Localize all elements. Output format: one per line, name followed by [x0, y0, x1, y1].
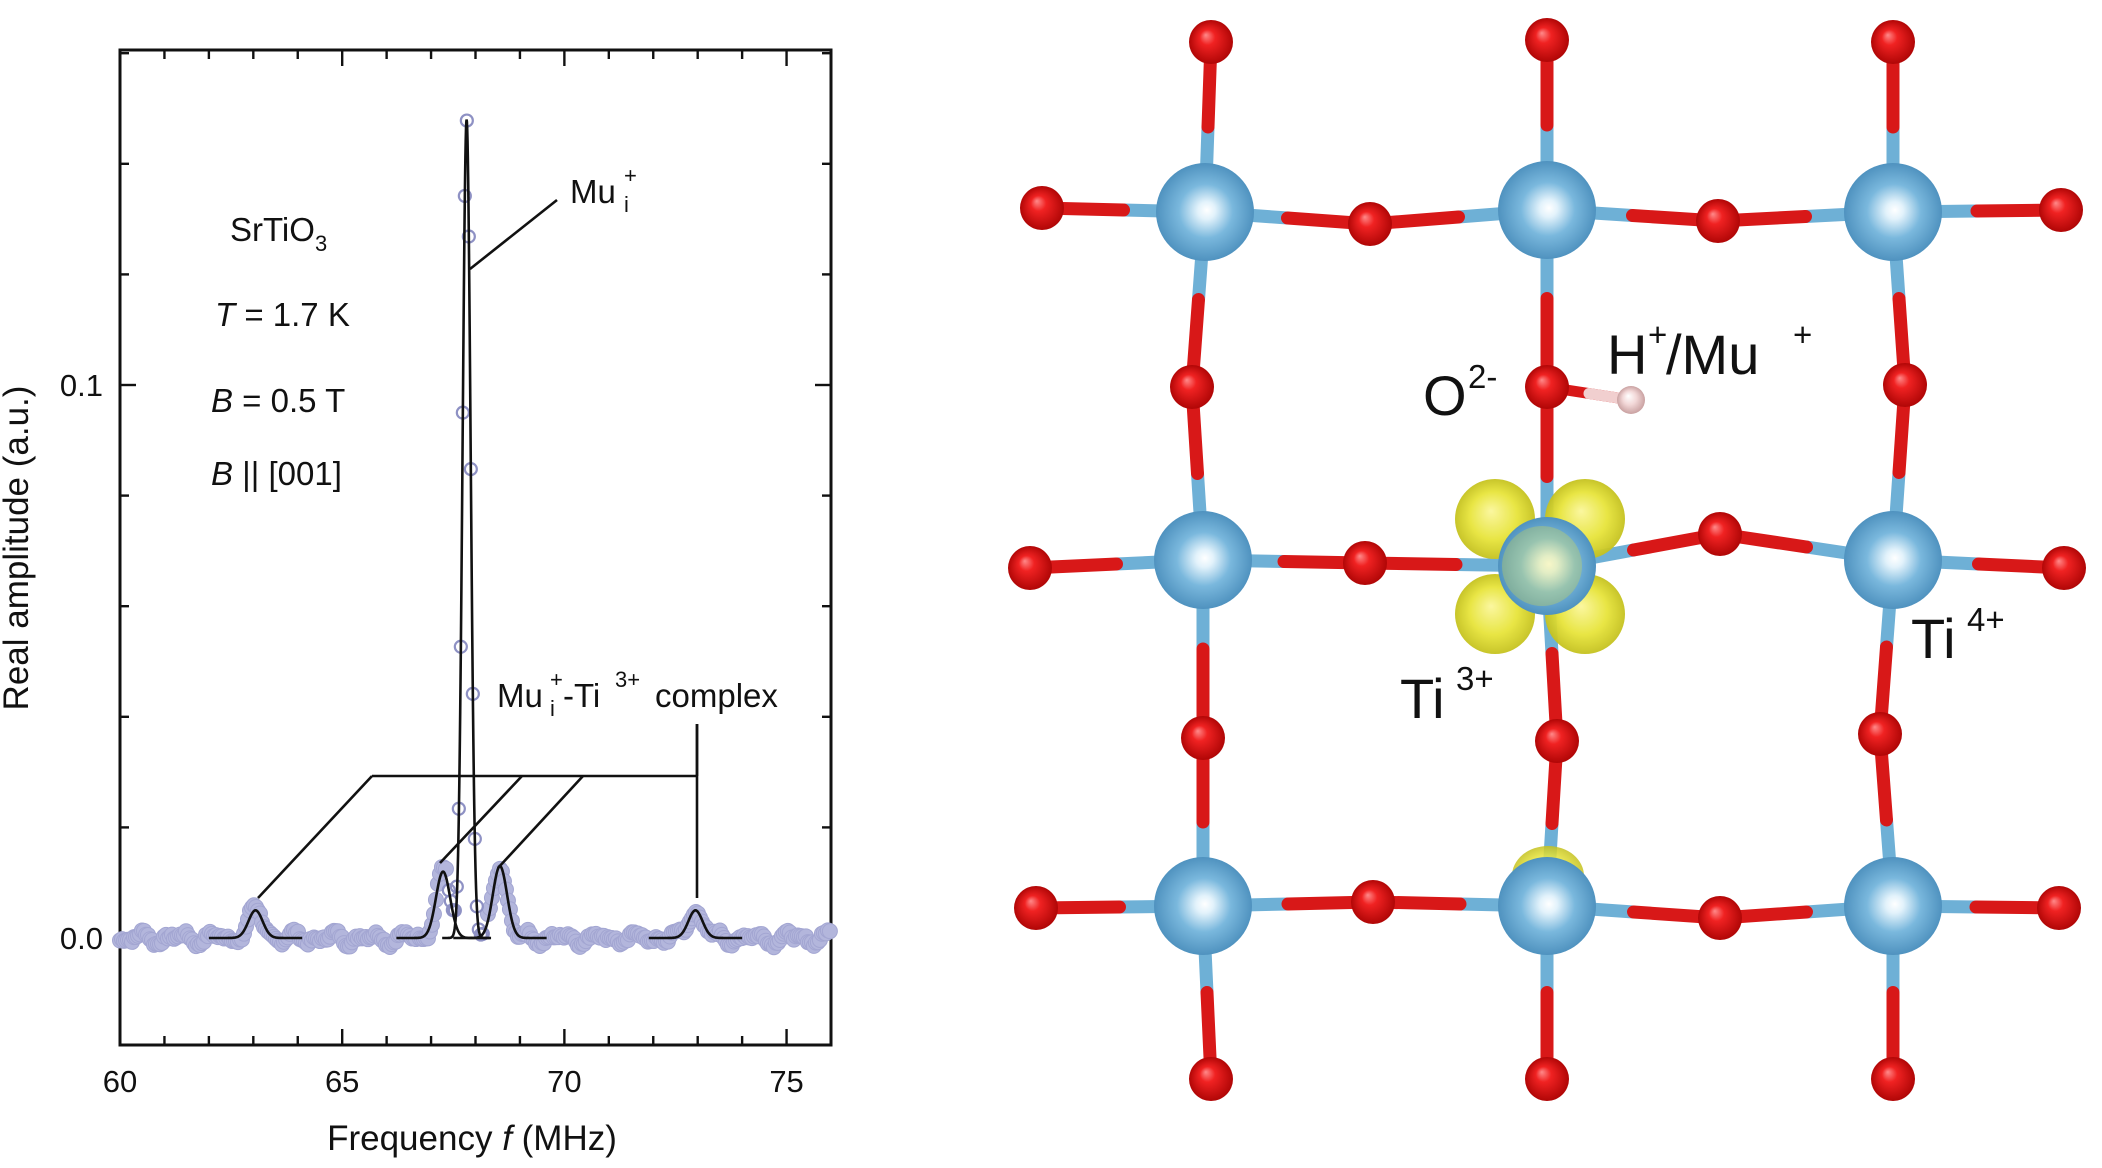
svg-text:O: O	[1423, 364, 1467, 427]
oxygen-atom	[2042, 546, 2086, 590]
svg-text:Mu: Mu	[497, 677, 543, 714]
spectrum-plot: 60 65 70 75 0.0 0.1 SrTiO3 T = 1.7 K B = 0.5 …	[0, 48, 838, 1158]
svg-text:-Ti: -Ti	[563, 677, 600, 714]
x-tick-label: 75	[769, 1064, 803, 1099]
svg-text:+: +	[1793, 316, 1812, 353]
oxygen-atom	[2037, 886, 2081, 930]
x-tick-label: 60	[103, 1064, 137, 1099]
svg-text:+: +	[624, 163, 637, 188]
oxygen-atom	[1883, 363, 1927, 407]
svg-text:3+: 3+	[1456, 660, 1494, 697]
axis-tick-labels: 60 65 70 75 0.0 0.1	[60, 368, 804, 1099]
oxygen-atom	[1698, 512, 1742, 556]
ti3-label: Ti 3+	[1400, 660, 1494, 730]
titanium-atom	[1156, 163, 1254, 261]
oxygen-atom	[1871, 20, 1915, 64]
oxygen-atom	[1343, 541, 1387, 585]
oxygen-atom	[1696, 199, 1740, 243]
titanium-atom	[1844, 163, 1942, 261]
titanium-atom	[1844, 857, 1942, 955]
titanium-atom	[1498, 161, 1596, 259]
spin-density-center	[1502, 526, 1582, 606]
complex-label: Mu + i -Ti 3+ complex	[497, 667, 778, 721]
titanium-atom	[1844, 511, 1942, 609]
titanium-atom	[1154, 857, 1252, 955]
annotation-leader-lines	[257, 198, 699, 899]
hydrogen-atom	[1617, 386, 1645, 414]
y-axis-label: Real amplitude (a.u.)	[0, 386, 36, 711]
temperature-label: T = 1.7 K	[215, 296, 350, 333]
oxygen-atom	[1525, 18, 1569, 62]
oxygen-atom	[1535, 719, 1579, 763]
main-peak-label: Mu + i	[570, 163, 637, 217]
oxygen-atom	[2039, 188, 2083, 232]
svg-text:+: +	[1648, 316, 1667, 353]
y-tick-label: 0.0	[60, 921, 103, 956]
svg-text:3+: 3+	[615, 667, 640, 692]
titanium-atom	[1498, 517, 1596, 615]
titanium-atom	[1498, 857, 1596, 955]
svg-text:H: H	[1607, 323, 1647, 386]
svg-text:Ti: Ti	[1911, 607, 1956, 670]
oxygen-atom	[1189, 1057, 1233, 1101]
oxygen-atom	[1858, 712, 1902, 756]
oxygen-atom	[1170, 365, 1214, 409]
oxygen-atom	[1698, 896, 1742, 940]
titanium-atom	[1154, 511, 1252, 609]
atoms	[1008, 18, 2086, 1101]
x-tick-label: 65	[325, 1064, 359, 1099]
oxygen-atom	[1525, 365, 1569, 409]
x-axis-label: Frequency f (MHz)	[327, 1119, 617, 1158]
oxygen-atom	[1014, 886, 1058, 930]
svg-text:Ti: Ti	[1400, 667, 1445, 730]
data-point	[821, 923, 838, 940]
ti4-label: Ti 4+	[1911, 601, 2005, 670]
oxygen-atom	[1348, 202, 1392, 246]
oxygen-atom	[1351, 880, 1395, 924]
oxygen-atom	[1181, 716, 1225, 760]
svg-text:/Mu: /Mu	[1666, 323, 1759, 386]
axis-ticks	[118, 50, 833, 1045]
fit-curve-5	[648, 909, 743, 940]
field-label: B = 0.5 T	[211, 382, 345, 419]
svg-text:i: i	[550, 696, 555, 721]
x-tick-label: 70	[547, 1064, 581, 1099]
oxygen-atom	[1008, 546, 1052, 590]
svg-text:Mu: Mu	[570, 173, 616, 210]
svg-text:i: i	[624, 192, 629, 217]
oxygen-atom	[1871, 1057, 1915, 1101]
svg-text:2-: 2-	[1468, 358, 1497, 395]
sample-label: SrTiO3	[230, 211, 327, 256]
crystal-structure: O 2- H + /Mu + Ti 3+ Ti 4+	[1008, 18, 2086, 1101]
svg-text:complex: complex	[655, 677, 778, 714]
oxygen-atom	[1189, 20, 1233, 64]
y-tick-label: 0.1	[60, 368, 103, 403]
orientation-label: B || [001]	[211, 455, 342, 492]
data-point	[475, 926, 490, 941]
oxygen-atom	[1020, 186, 1064, 230]
fit-curve-2	[208, 909, 303, 940]
hydrogen-label: H + /Mu +	[1607, 316, 1812, 386]
oxygen-label: O 2-	[1423, 358, 1497, 427]
svg-text:4+: 4+	[1967, 601, 2005, 638]
oxygen-atom	[1525, 1057, 1569, 1101]
svg-text:+: +	[550, 667, 563, 692]
